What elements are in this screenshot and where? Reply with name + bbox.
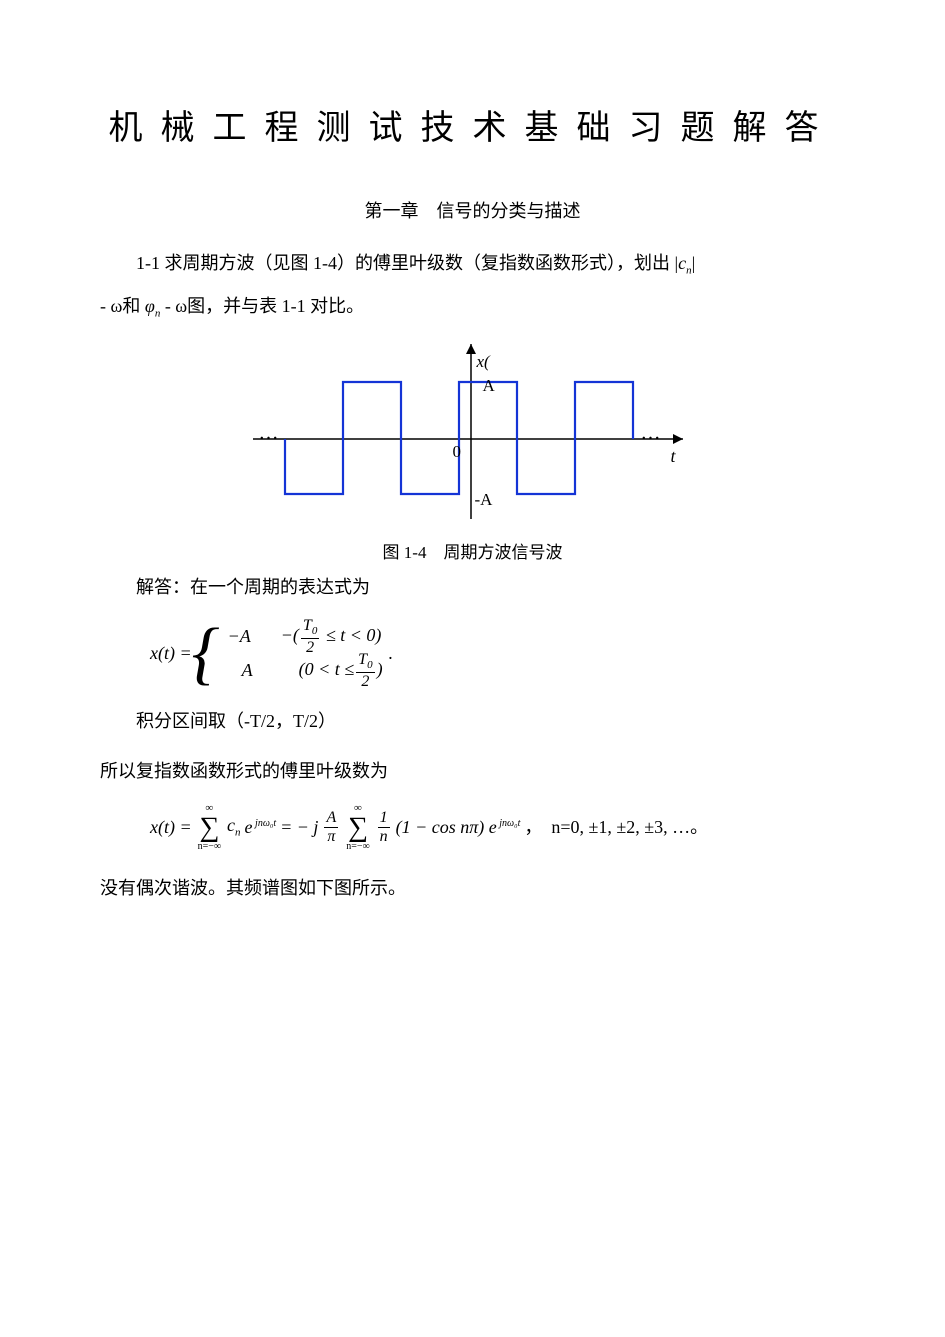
- eq2-s2-mid: ∑: [348, 814, 368, 842]
- x-arrow: [673, 434, 683, 444]
- eq1-r2-post: ): [377, 659, 383, 679]
- eq1-r2-den: 2: [361, 673, 369, 690]
- eq1-r2-numsub: 0: [367, 659, 373, 671]
- eq2-cn-c: c: [227, 815, 235, 835]
- eq2-e1-exp: jnω₀t: [253, 818, 277, 829]
- dots-right: …: [641, 422, 661, 445]
- negA-label: -A: [475, 490, 493, 510]
- x-label: x(: [477, 352, 490, 372]
- p2-a: - ω和: [100, 296, 140, 316]
- eq1-cases: −A −(T02 ≤ t < 0) A (0 < t ≤T02): [228, 620, 383, 688]
- eq2-cn-n: n: [235, 827, 241, 839]
- dots-left: …: [259, 422, 279, 445]
- paragraph-problem-1: 1-1 求周期方波（见图 1-4）的傅里叶级数（复指数函数形式），划出 |cn|: [100, 245, 845, 282]
- phi-n: n: [155, 307, 161, 319]
- figure-square-wave: x( A 0 -A t … …: [253, 334, 693, 534]
- eq2-1den: n: [380, 828, 388, 845]
- eq1-r2-num: T: [358, 651, 367, 668]
- eq1-dot: .: [389, 644, 394, 664]
- equation-piecewise: x(t) = { −A −(T02 ≤ t < 0) A (0 < t ≤T02…: [150, 619, 845, 689]
- eq1-row1: −A −(T02 ≤ t < 0): [228, 620, 383, 654]
- eq2-mid: = − j: [280, 818, 318, 838]
- cn-c: c: [678, 253, 686, 273]
- eq2-factor: (1 − cos nπ) e jnω₀t: [396, 818, 521, 838]
- abs-close: |: [692, 253, 696, 273]
- paragraph-answer-intro: 解答：在一个周期的表达式为: [100, 569, 845, 605]
- eq1-r2-pre: (0 < t ≤: [299, 659, 355, 679]
- eq1-r1-frac: T02: [301, 618, 319, 656]
- eq2-e1: e jnω₀t: [245, 818, 277, 838]
- eq2-1nfrac: 1 n: [378, 810, 390, 845]
- eq1-row2: A (0 < t ≤T0 2): [228, 654, 383, 688]
- eq1-r2a: A: [242, 661, 253, 681]
- eq2-Anum: A: [324, 810, 338, 828]
- paragraph-problem-2: - ω和 φn - ω图，并与表 1-1 对比。: [100, 288, 845, 325]
- paragraph-interval: 积分区间取（-T/2，T/2）: [100, 703, 845, 739]
- p2-b: - ω图，并与表 1-1 对比。: [165, 296, 364, 316]
- square-wave-path: [285, 382, 633, 494]
- A-label: A: [483, 376, 495, 396]
- eq2-cn: cn: [227, 816, 241, 839]
- eq2-s1-mid: ∑: [199, 814, 219, 842]
- page-title: 机械工程测试技术基础习题解答: [100, 100, 845, 149]
- eq1-brace: {: [192, 619, 220, 689]
- eq2-sum2: ∞ ∑ n=−∞: [346, 803, 369, 852]
- eq2-tail: ， n=0, ±1, ±2, ±3, …。: [524, 818, 708, 838]
- eq2-factor-t: (1 − cos nπ) e: [396, 817, 497, 837]
- eq2-s2-bot: n=−∞: [346, 842, 369, 852]
- eq2-1num: 1: [378, 810, 390, 828]
- square-wave-svg: [253, 334, 693, 529]
- eq1-r2-frac: T0 2: [356, 652, 374, 690]
- eq2-Apifrac: A π: [324, 810, 338, 845]
- eq1-lhs: x(t) =: [150, 644, 192, 664]
- eq1-r1-post: ≤ t < 0): [326, 625, 382, 645]
- zero-label: 0: [453, 442, 462, 462]
- paragraph-no-even: 没有偶次谐波。其频谱图如下图所示。: [100, 870, 845, 906]
- paragraph-therefore: 所以复指数函数形式的傅里叶级数为: [100, 753, 845, 789]
- y-arrow: [466, 344, 476, 354]
- chapter-heading: 第一章 信号的分类与描述: [100, 197, 845, 223]
- t-label: t: [671, 446, 676, 467]
- eq2-Aden: π: [327, 828, 335, 845]
- p1-text-a: 1-1 求周期方波（见图 1-4）的傅里叶级数（复指数函数形式），划出: [136, 253, 670, 273]
- eq2-e2-exp: jnω₀t: [497, 818, 521, 829]
- eq1-r1-pre: −(: [281, 625, 299, 645]
- eq2-s1-bot: n=−∞: [198, 842, 221, 852]
- figure-caption: 图 1-4 周期方波信号波: [100, 538, 845, 563]
- eq1-r1a: −A: [228, 627, 251, 647]
- eq2-lhs: x(t) =: [150, 818, 192, 838]
- eq2-sum1: ∞ ∑ n=−∞: [198, 803, 221, 852]
- eq2-e1-e: e: [245, 817, 253, 837]
- eq1-r2b: (0 < t ≤T0 2): [299, 652, 383, 690]
- eq1-r1-numsub: 0: [312, 625, 318, 637]
- phi: φ: [145, 296, 155, 316]
- equation-fourier-series: x(t) = ∞ ∑ n=−∞ cn e jnω₀t = − j A π ∞ ∑…: [150, 803, 845, 852]
- eq1-r1-num: T: [303, 617, 312, 634]
